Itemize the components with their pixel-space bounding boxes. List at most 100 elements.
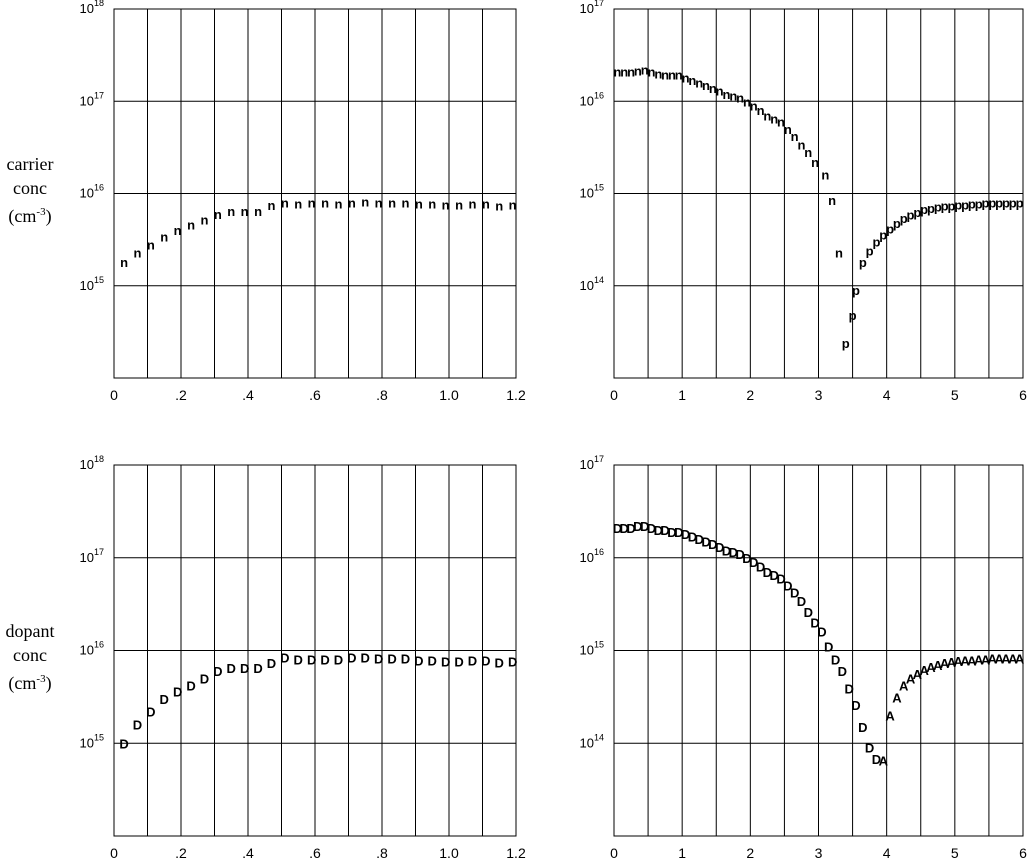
data-point-n: n bbox=[509, 197, 517, 212]
data-point-D: D bbox=[428, 654, 437, 669]
y-label-carrier-line1: carrier bbox=[6, 154, 54, 174]
data-point-n: n bbox=[709, 81, 717, 96]
data-point-n: n bbox=[750, 98, 758, 113]
data-point-p: p bbox=[1016, 195, 1024, 210]
data-point-D: D bbox=[749, 555, 758, 570]
data-point-D: D bbox=[200, 671, 209, 686]
data-point-n: n bbox=[763, 109, 771, 124]
data-point-p: p bbox=[927, 201, 935, 216]
data-point-n: n bbox=[668, 67, 676, 82]
data-point-D: D bbox=[633, 519, 642, 534]
data-point-n: n bbox=[757, 103, 765, 118]
y-tick-label: 1017 bbox=[580, 0, 604, 16]
data-point-A: A bbox=[974, 652, 984, 667]
data-point-A: A bbox=[1001, 651, 1011, 666]
data-point-n: n bbox=[455, 197, 463, 212]
data-point-p: p bbox=[954, 197, 962, 212]
x-tick-label: 1 bbox=[678, 845, 686, 861]
data-point-D: D bbox=[674, 525, 683, 540]
data-point-n: n bbox=[495, 199, 503, 214]
data-point-D: D bbox=[708, 537, 717, 552]
data-point-D: D bbox=[414, 654, 423, 669]
data-point-p: p bbox=[1009, 195, 1017, 210]
data-point-D: D bbox=[647, 521, 656, 536]
y-tick-label: 1016 bbox=[80, 640, 104, 658]
data-point-D: D bbox=[267, 656, 276, 671]
x-tick-label: .4 bbox=[242, 845, 254, 861]
data-point-p: p bbox=[913, 205, 921, 220]
data-point-p: p bbox=[975, 196, 983, 211]
data-point-D: D bbox=[133, 717, 142, 732]
x-tick-label: 0 bbox=[110, 387, 118, 403]
data-point-p: p bbox=[982, 195, 990, 210]
data-point-n: n bbox=[716, 84, 724, 99]
data-point-D: D bbox=[667, 525, 676, 540]
data-point-p: p bbox=[988, 195, 996, 210]
data-point-n: n bbox=[348, 195, 356, 210]
data-point-A: A bbox=[940, 656, 950, 671]
data-point-D: D bbox=[681, 527, 690, 542]
y-label-carrier-close: ) bbox=[45, 206, 52, 226]
data-point-A: A bbox=[947, 655, 957, 670]
data-point-n: n bbox=[294, 196, 302, 211]
data-point-p: p bbox=[852, 283, 860, 298]
plot-frame bbox=[113, 464, 517, 837]
y-tick-label: 1018 bbox=[80, 0, 104, 16]
data-point-A: A bbox=[879, 754, 889, 769]
data-point-A: A bbox=[906, 671, 916, 686]
x-tick-label: .8 bbox=[376, 387, 388, 403]
data-point-D: D bbox=[213, 664, 222, 679]
y-tick-label: 1017 bbox=[80, 90, 104, 108]
data-point-D: D bbox=[334, 652, 343, 667]
data-point-A: A bbox=[919, 663, 929, 678]
data-point-n: n bbox=[428, 196, 436, 211]
data-point-A: A bbox=[954, 654, 964, 669]
data-point-n: n bbox=[281, 195, 289, 210]
data-point-n: n bbox=[187, 218, 195, 233]
y-tick-label: 1017 bbox=[80, 547, 104, 565]
x-tick-label: 1.0 bbox=[439, 845, 459, 861]
data-point-A: A bbox=[926, 660, 936, 675]
data-point-D: D bbox=[701, 534, 710, 549]
data-point-n: n bbox=[627, 65, 635, 80]
data-point-A: A bbox=[933, 658, 943, 673]
data-point-n: n bbox=[133, 245, 141, 260]
x-tick-label: 2 bbox=[746, 387, 754, 403]
data-point-A: A bbox=[892, 691, 902, 706]
data-point-A: A bbox=[899, 678, 909, 693]
data-point-n: n bbox=[160, 230, 168, 245]
data-point-p: p bbox=[849, 308, 857, 323]
data-point-D: D bbox=[374, 651, 383, 666]
data-point-p: p bbox=[872, 235, 880, 250]
data-point-D: D bbox=[240, 661, 249, 676]
data-point-n: n bbox=[688, 73, 696, 88]
data-point-n: n bbox=[835, 245, 843, 260]
data-point-n: n bbox=[227, 204, 235, 219]
x-tick-label: .2 bbox=[175, 387, 187, 403]
data-point-n: n bbox=[482, 196, 490, 211]
x-tick-label: 1.2 bbox=[506, 845, 526, 861]
data-point-A: A bbox=[988, 651, 998, 666]
data-point-D: D bbox=[508, 655, 517, 670]
data-point-D: D bbox=[481, 654, 490, 669]
data-point-D: D bbox=[763, 565, 772, 580]
y-label-carrier: carrier conc (cm-3) bbox=[0, 152, 70, 228]
data-point-D: D bbox=[640, 519, 649, 534]
data-point-n: n bbox=[729, 89, 737, 104]
data-point-p: p bbox=[900, 211, 908, 226]
data-point-D: D bbox=[468, 654, 477, 669]
data-point-D: D bbox=[160, 692, 169, 707]
data-point-n: n bbox=[695, 75, 703, 90]
x-tick-label: 0 bbox=[110, 845, 118, 861]
data-point-n: n bbox=[648, 65, 656, 80]
data-point-D: D bbox=[253, 661, 262, 676]
data-point-D: D bbox=[307, 652, 316, 667]
y-label-dopant: dopant conc (cm-3) bbox=[0, 619, 70, 695]
data-point-n: n bbox=[797, 137, 805, 152]
data-point-n: n bbox=[401, 195, 409, 210]
data-point-n: n bbox=[442, 197, 450, 212]
data-point-D: D bbox=[858, 720, 867, 735]
data-point-p: p bbox=[995, 195, 1003, 210]
data-point-n: n bbox=[821, 168, 829, 183]
